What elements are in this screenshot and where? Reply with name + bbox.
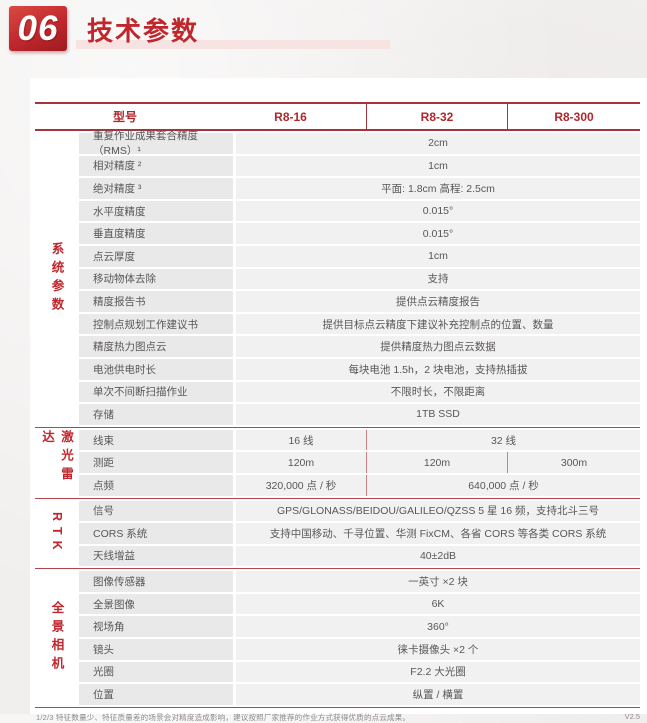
param-value-r8-16: 320,000 点 / 秒 bbox=[236, 474, 366, 496]
param-label: 存储 bbox=[79, 404, 236, 425]
param-value: 提供点云精度报告 bbox=[236, 291, 640, 312]
group-label-lidar: 激光雷达 bbox=[35, 429, 79, 496]
model-r8-32-header: R8-32 bbox=[366, 104, 507, 129]
param-label: 信号 bbox=[79, 500, 236, 522]
param-label: 镜头 bbox=[79, 639, 236, 660]
param-label: 单次不间断扫描作业 bbox=[79, 381, 236, 403]
param-value: 纵置 / 横置 bbox=[236, 684, 640, 705]
param-label: 控制点规划工作建议书 bbox=[79, 313, 236, 335]
param-label: 垂直度精度 bbox=[79, 223, 236, 244]
param-value: 6K bbox=[236, 593, 640, 615]
param-value-r8-300: 300m bbox=[507, 452, 640, 473]
page-title: 技术参数 bbox=[87, 16, 200, 46]
param-label: 精度报告书 bbox=[79, 291, 236, 312]
param-label: 测距 bbox=[79, 452, 236, 473]
footnote-text: 1/2/3 特征数量少、特征质量差的场景会对精度造成影响，建议按照厂家推荐的作业… bbox=[36, 712, 411, 722]
param-value: 1cm bbox=[236, 245, 640, 267]
param-label: 电池供电时长 bbox=[79, 358, 236, 380]
param-value: 每块电池 1.5h，2 块电池，支持热插拔 bbox=[236, 358, 640, 380]
param-value: 0.015° bbox=[236, 200, 640, 222]
param-value: F2.2 大光圈 bbox=[236, 661, 640, 683]
section-system-parameters: 系统参数 重复作业成果套合精度（RMS）¹ 2cm 相对精度 ² 1cm 绝对精… bbox=[35, 130, 640, 427]
spec-table: 型号 R8-16 R8-32 R8-300 系统参数 重复作业成果套合精度（RM… bbox=[35, 102, 640, 708]
param-value: 徕卡摄像头 ×2 个 bbox=[236, 639, 640, 660]
group-label-rtk: RTK bbox=[35, 500, 79, 567]
param-value: 0.015° bbox=[236, 223, 640, 244]
param-label: 图像传感器 bbox=[79, 571, 236, 592]
param-value-r8-32-300: 32 线 bbox=[366, 429, 640, 451]
title-underline-bar bbox=[76, 40, 390, 49]
param-value-r8-16: 16 线 bbox=[236, 429, 366, 451]
param-value: 平面: 1.8cm 高程: 2.5cm bbox=[236, 178, 640, 199]
param-label: 天线增益 bbox=[79, 545, 236, 567]
param-label: CORS 系统 bbox=[79, 523, 236, 544]
param-value: 40±2dB bbox=[236, 545, 640, 567]
param-value: 提供精度热力图点云数据 bbox=[236, 336, 640, 357]
group-label-panoramic-camera: 全景相机 bbox=[35, 571, 79, 705]
param-label: 视场角 bbox=[79, 616, 236, 638]
section-lidar: 激光雷达 线束 16 线 32 线 测距 120m 120m 300m 点频 3… bbox=[35, 426, 640, 498]
param-value-r8-16: 120m bbox=[236, 452, 366, 473]
param-value: 提供目标点云精度下建议补充控制点的位置、数量 bbox=[236, 313, 640, 335]
section-rtk: RTK 信号 GPS/GLONASS/BEIDOU/GALILEO/QZSS 5… bbox=[35, 497, 640, 569]
param-value: 2cm bbox=[236, 133, 640, 154]
param-value: 支持中国移动、千寻位置、华测 FixCM、各省 CORS 等各类 CORS 系统 bbox=[236, 523, 640, 544]
param-label: 位置 bbox=[79, 684, 236, 705]
param-value: 1TB SSD bbox=[236, 404, 640, 425]
param-label: 点频 bbox=[79, 474, 236, 496]
param-value: 不限时长，不限距离 bbox=[236, 381, 640, 403]
param-label: 光圈 bbox=[79, 661, 236, 683]
param-label: 线束 bbox=[79, 429, 236, 451]
version-label: V2.5 bbox=[624, 711, 640, 721]
param-label: 水平度精度 bbox=[79, 200, 236, 222]
param-value: 一英寸 ×2 块 bbox=[236, 571, 640, 592]
section-number-badge: 06 bbox=[9, 6, 67, 51]
footnote-row: 1/2/3 特征数量少、特征质量差的场景会对精度造成影响，建议按照厂家推荐的作业… bbox=[36, 712, 640, 723]
param-label: 移动物体去除 bbox=[79, 268, 236, 290]
param-label: 精度热力图点云 bbox=[79, 336, 236, 357]
table-header-row: 型号 R8-16 R8-32 R8-300 bbox=[35, 102, 640, 131]
param-label: 点云厚度 bbox=[79, 245, 236, 267]
param-label: 绝对精度 ³ bbox=[79, 178, 236, 199]
param-value-r8-32-300: 640,000 点 / 秒 bbox=[366, 474, 640, 496]
model-r8-16-header: R8-16 bbox=[274, 109, 307, 124]
spec-card: 型号 R8-16 R8-32 R8-300 系统参数 重复作业成果套合精度（RM… bbox=[30, 78, 647, 722]
param-value: 1cm bbox=[236, 155, 640, 177]
model-r8-300-header: R8-300 bbox=[507, 104, 640, 129]
param-value: 支持 bbox=[236, 268, 640, 290]
model-column-header: 型号 bbox=[112, 110, 137, 124]
param-label: 相对精度 ² bbox=[79, 155, 236, 177]
param-value: GPS/GLONASS/BEIDOU/GALILEO/QZSS 5 星 16 频… bbox=[236, 500, 640, 522]
section-panoramic-camera: 全景相机 图像传感器 一英寸 ×2 块 全景图像 6K 视场角 360° 镜头 … bbox=[35, 568, 640, 707]
param-value: 360° bbox=[236, 616, 640, 638]
param-value-r8-32: 120m bbox=[366, 452, 507, 473]
param-label: 重复作业成果套合精度（RMS）¹ bbox=[79, 130, 236, 157]
group-label-system-parameters: 系统参数 bbox=[35, 133, 79, 425]
param-label: 全景图像 bbox=[79, 593, 236, 615]
